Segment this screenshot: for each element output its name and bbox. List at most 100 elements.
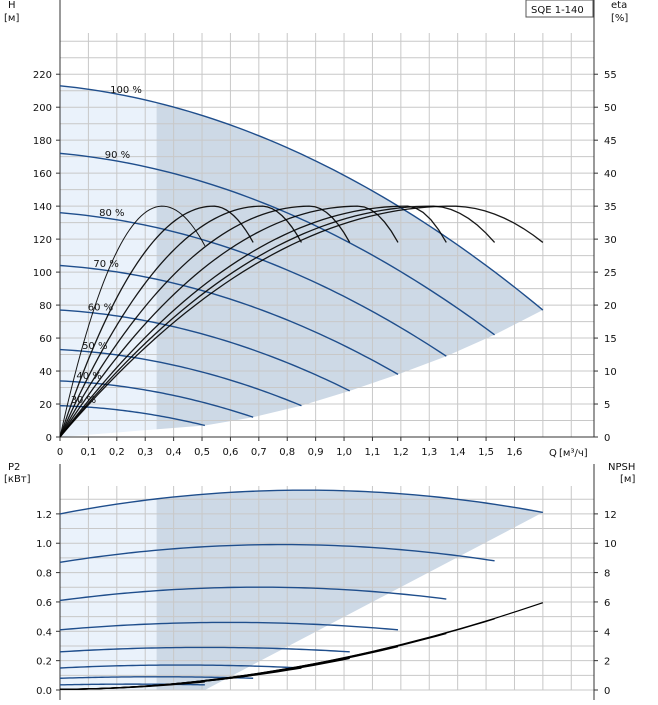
power-tick-label: 0.4	[36, 627, 52, 638]
head-curve-90	[59, 152, 496, 336]
head-axis-unit: [м]	[4, 13, 19, 24]
top-region-light	[60, 85, 157, 437]
head-tick-label: 120	[33, 235, 52, 246]
eta-tick-label: 50	[604, 103, 617, 114]
npsh-tick-label: 10	[604, 539, 617, 550]
head-tick-label: 20	[39, 400, 52, 411]
flow-tick-label: 1,1	[364, 447, 380, 458]
head-curve-40	[59, 380, 254, 418]
head-axis-label: H	[8, 0, 16, 11]
flow-tick-label: 0,4	[166, 447, 182, 458]
power-axis-unit: [кВт]	[4, 474, 31, 485]
flow-tick-label: 0,8	[279, 447, 295, 458]
eta-tick-label: 10	[604, 367, 617, 378]
eta-tick-label: 20	[604, 301, 617, 312]
head-tick-label: 40	[39, 367, 52, 378]
flow-axis-unit: [м³/ч]	[559, 448, 588, 459]
head-curve-label: 50 %	[82, 341, 107, 352]
flow-tick-label: 1,2	[393, 447, 409, 458]
flow-tick-label: 0,1	[80, 447, 96, 458]
flow-tick-label: 0,3	[137, 447, 153, 458]
power-tick-label: 1.2	[36, 510, 52, 521]
head-curve-100	[59, 85, 544, 311]
efficiency-curve	[59, 205, 351, 438]
efficiency-curve	[59, 205, 303, 438]
power-curve	[59, 543, 495, 564]
npsh-tick-label: 6	[604, 598, 610, 609]
flow-tick-label: 0,2	[109, 447, 125, 458]
power-curve	[59, 489, 543, 515]
efficiency-curve	[59, 205, 496, 438]
npsh-curve	[59, 681, 205, 690]
head-tick-label: 160	[33, 169, 52, 180]
head-tick-label: 140	[33, 202, 52, 213]
eta-tick-label: 5	[604, 400, 610, 411]
npsh-tick-label: 4	[604, 627, 610, 638]
npsh-tick-label: 12	[604, 510, 617, 521]
head-tick-label: 60	[39, 334, 52, 345]
power-curve	[59, 664, 302, 669]
head-curve-80	[59, 212, 447, 357]
power-tick-label: 0.2	[36, 657, 52, 668]
flow-tick-label: 1,4	[450, 447, 466, 458]
power-tick-label: 0.8	[36, 569, 52, 580]
npsh-axis-label: NPSH	[608, 462, 635, 473]
head-curve-label: 60 %	[88, 302, 113, 313]
npsh-tick-label: 0	[604, 686, 610, 697]
flow-tick-label: 0,6	[222, 447, 238, 458]
efficiency-curve	[59, 205, 399, 438]
power-tick-label: 0.6	[36, 598, 52, 609]
power-axis-label: P2	[8, 462, 20, 473]
chart-title: SQE 1-140	[531, 5, 584, 16]
flow-tick-label: 1,6	[507, 447, 523, 458]
npsh-axis-unit: [м]	[620, 474, 635, 485]
head-tick-label: 0	[46, 433, 52, 444]
head-curve-label: 80 %	[99, 208, 124, 219]
eta-tick-label: 55	[604, 70, 617, 81]
head-curve-label: 70 %	[93, 259, 118, 270]
eta-tick-label: 45	[604, 136, 617, 147]
title-box	[525, 0, 594, 18]
bottom-region-light	[60, 490, 157, 690]
head-curve-label: 40 %	[76, 371, 101, 382]
flow-tick-label: 0,9	[308, 447, 324, 458]
power-curve	[59, 621, 399, 631]
eta-tick-label: 30	[604, 235, 617, 246]
head-tick-label: 200	[33, 103, 52, 114]
grid-layer	[59, 0, 595, 700]
eta-tick-label: 0	[604, 433, 610, 444]
eta-tick-label: 25	[604, 268, 617, 279]
head-curve-label: 30 %	[71, 395, 96, 406]
eta-tick-label: 40	[604, 169, 617, 180]
flow-tick-label: 0	[57, 447, 63, 458]
eta-tick-label: 15	[604, 334, 617, 345]
flow-tick-label: 0,7	[251, 447, 267, 458]
npsh-tick-label: 8	[604, 569, 610, 580]
efficiency-curve	[59, 205, 254, 438]
curve-layer	[59, 85, 544, 690]
efficiency-curve	[59, 205, 447, 438]
power-curve	[59, 646, 350, 653]
flow-tick-label: 1,0	[336, 447, 352, 458]
power-curve	[59, 676, 254, 679]
eta-axis-label: eta	[611, 0, 627, 11]
power-tick-label: 0.0	[36, 686, 52, 697]
head-tick-label: 80	[39, 301, 52, 312]
head-tick-label: 220	[33, 70, 52, 81]
flow-axis-label: Q	[549, 448, 557, 459]
eta-axis-unit: [%]	[611, 13, 628, 24]
flow-tick-label: 0,5	[194, 447, 210, 458]
flow-tick-label: 1,5	[478, 447, 494, 458]
efficiency-curve	[59, 205, 206, 438]
head-tick-label: 100	[33, 268, 52, 279]
power-tick-label: 1.0	[36, 539, 52, 550]
efficiency-curve	[59, 205, 544, 438]
head-curve-label: 90 %	[105, 150, 130, 161]
head-curve-70	[59, 264, 399, 375]
eta-tick-label: 35	[604, 202, 617, 213]
head-tick-label: 180	[33, 136, 52, 147]
npsh-tick-label: 2	[604, 657, 610, 668]
label-layer: 0204060801001201401601802002200510152025…	[33, 70, 617, 697]
